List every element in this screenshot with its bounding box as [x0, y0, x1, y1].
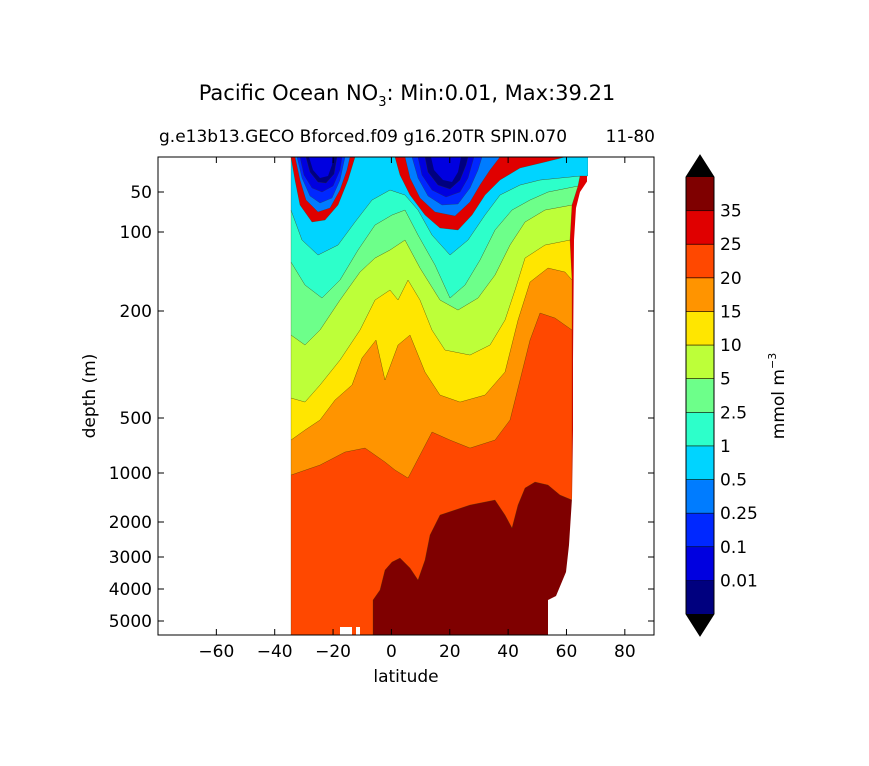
colorbar-bin: [686, 277, 714, 312]
colorbar-tick-label: 5: [720, 370, 731, 390]
colorbar-tick-label: 25: [720, 235, 742, 255]
y-tick-label: 100: [120, 223, 152, 243]
x-tick-label: 20: [439, 642, 461, 662]
chart-subtitle: g.e13b13.GECO Bforced.f09 g16.20TR SPIN.…: [159, 127, 567, 147]
y-tick-label: 4000: [109, 580, 152, 600]
y-axis: 50 100 200 500 1000 2000 3000 4000 5000: [109, 183, 654, 632]
y-tick-label: 5000: [109, 612, 152, 632]
x-tick-label: 40: [497, 642, 519, 662]
x-axis: −60 −40 −20 0 20 40 60 80: [198, 157, 636, 662]
colorbar-tick-label: 1: [720, 437, 731, 457]
y-tick-label: 1000: [109, 464, 152, 484]
colorbar-bin: [686, 311, 714, 346]
plot-area: [290, 157, 654, 635]
colorbar-tick-label: 10: [720, 336, 742, 356]
colorbar: 0.01 0.1 0.25 0.5 1 2.5 5 10 15 20 25 35: [685, 154, 758, 637]
colorbar-bin: [686, 546, 714, 581]
colorbar-bin: [686, 412, 714, 447]
y-tick-label: 200: [120, 302, 152, 322]
colorbar-bin: [686, 244, 714, 279]
x-tick-label: 0: [386, 642, 397, 662]
seafloor-gaps: [340, 157, 654, 635]
colorbar-bin: [686, 378, 714, 413]
colorbar-bin: [686, 479, 714, 514]
contour-layers: [290, 157, 589, 635]
contour-band-core: [309, 157, 461, 182]
colorbar-bin: [686, 210, 714, 245]
colorbar-label: mmol m−3: [766, 353, 789, 439]
colorbar-tick-label: 0.25: [720, 504, 758, 524]
y-tick-label: 2000: [109, 513, 152, 533]
chart-title: Pacific Ocean NO3: Min:0.01, Max:39.21: [199, 81, 616, 110]
x-tick-label: −20: [315, 642, 351, 662]
y-axis-label: depth (m): [80, 354, 100, 439]
x-tick-label: −60: [198, 642, 234, 662]
colorbar-bin: [686, 177, 714, 212]
colorbar-tick-label: 15: [720, 302, 742, 322]
colorbar-extend-min: [686, 614, 714, 636]
colorbar-tick-label: 20: [720, 269, 742, 289]
chart-subtitle-right: 11-80: [606, 127, 655, 147]
colorbar-tick-label: 35: [720, 202, 742, 222]
y-tick-label: 50: [130, 183, 152, 203]
colorbar-tick-label: 0.1: [720, 538, 747, 558]
x-axis-label: latitude: [373, 667, 438, 687]
y-tick-label: 500: [120, 409, 152, 429]
colorbar-bin: [686, 345, 714, 380]
contour-band: [290, 157, 589, 256]
colorbar-tick-label: 0.5: [720, 471, 747, 491]
colorbar-bin: [686, 445, 714, 481]
contour-band: [305, 157, 469, 190]
colorbar-tick-label: 0.01: [720, 571, 758, 591]
y-tick-label: 3000: [109, 548, 152, 568]
plot-frame: [157, 156, 655, 636]
colorbar-bin: [686, 513, 714, 548]
x-tick-label: −40: [257, 642, 293, 662]
colorbar-extend-max: [686, 155, 714, 177]
colorbar-outline: [685, 154, 715, 637]
colorbar-tick-label: 2.5: [720, 403, 747, 423]
x-tick-label: 80: [614, 642, 636, 662]
colorbar-bin: [686, 580, 714, 615]
x-tick-label: 60: [556, 642, 578, 662]
